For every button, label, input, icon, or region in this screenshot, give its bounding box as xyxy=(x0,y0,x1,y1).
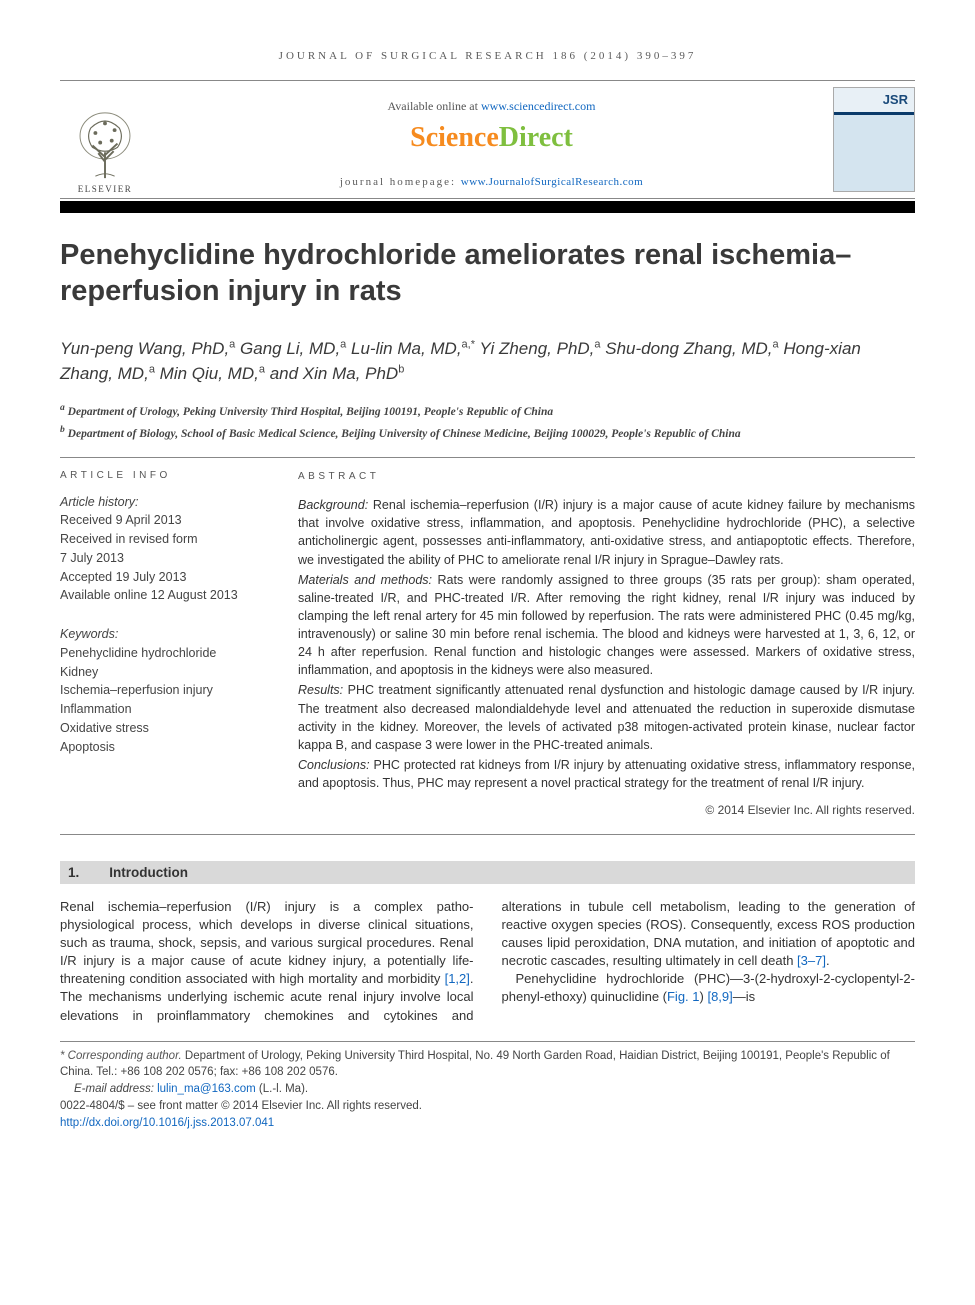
intro-p2-b: . xyxy=(826,953,830,968)
header-band: ELSEVIER Available online at www.science… xyxy=(60,80,915,199)
elsevier-tree-icon xyxy=(70,107,140,182)
sd-direct-word: Direct xyxy=(499,122,573,154)
corr-text: Department of Urology, Peking University… xyxy=(60,1050,890,1078)
keyword-item: Kidney xyxy=(60,663,260,682)
background-text: Renal ischemia–reperfusion (I/R) injury … xyxy=(298,498,915,566)
rule-above-abstract xyxy=(60,457,915,458)
keywords-block: Keywords: Penehyclidine hydrochlorideKid… xyxy=(60,625,260,756)
section-1-heading: 1. Introduction xyxy=(60,861,915,884)
affiliation: a Department of Urology, Peking Universi… xyxy=(60,401,915,421)
corr-label: * Corresponding author. xyxy=(60,1050,182,1062)
article-history-block: Article history: Received 9 April 2013Re… xyxy=(60,493,260,606)
abstract-conclusions: Conclusions: PHC protected rat kidneys f… xyxy=(298,756,915,792)
abstract-heading: ABSTRACT xyxy=(298,470,915,485)
corresponding-author: * Corresponding author. Department of Ur… xyxy=(60,1048,915,1080)
sd-science-word: Science xyxy=(410,122,499,154)
journal-cover-thumb: JSR xyxy=(833,87,915,192)
elsevier-wordmark: ELSEVIER xyxy=(78,184,133,194)
available-prefix: Available online at xyxy=(388,99,481,113)
results-label: Results: xyxy=(298,683,343,697)
intro-p3-c: —is xyxy=(733,989,755,1004)
ref-link-1-2[interactable]: [1,2] xyxy=(445,971,470,986)
article-info-column: ARTICLE INFO Article history: Received 9… xyxy=(60,470,260,820)
copyright-line: © 2014 Elsevier Inc. All rights reserved… xyxy=(298,802,915,819)
intro-paragraph-2: Penehyclidine hydrochloride (PHC)—3-(2-h… xyxy=(502,970,916,1006)
homepage-prefix: journal homepage: xyxy=(340,176,461,188)
article-title: Penehyclidine hydrochloride ameliorates … xyxy=(60,237,915,310)
history-line: 7 July 2013 xyxy=(60,549,260,568)
header-center: Available online at www.sciencedirect.co… xyxy=(150,81,833,198)
abstract-methods: Materials and methods: Rats were randoml… xyxy=(298,571,915,680)
history-line: Accepted 19 July 2013 xyxy=(60,568,260,587)
black-divider-bar xyxy=(60,201,915,213)
running-head: JOURNAL OF SURGICAL RESEARCH 186 (2014) … xyxy=(60,50,915,62)
email-link[interactable]: lulin_ma@163.com xyxy=(157,1083,256,1095)
affiliation: b Department of Biology, School of Basic… xyxy=(60,423,915,443)
abstract-column: ABSTRACT Background: Renal ischemia–repe… xyxy=(298,470,915,820)
rule-below-abstract xyxy=(60,834,915,835)
results-text: PHC treatment significantly attenuated r… xyxy=(298,683,915,751)
history-line: Received 9 April 2013 xyxy=(60,511,260,530)
doi-link[interactable]: http://dx.doi.org/10.1016/j.jss.2013.07.… xyxy=(60,1117,274,1129)
abstract-background: Background: Renal ischemia–reperfusion (… xyxy=(298,496,915,569)
fig-link-1[interactable]: Fig. 1 xyxy=(667,989,700,1004)
issn-line: 0022-4804/$ – see front matter © 2014 El… xyxy=(60,1098,915,1114)
cover-acronym: JSR xyxy=(883,92,908,107)
abstract-results: Results: PHC treatment significantly att… xyxy=(298,681,915,754)
intro-p1-a: Renal ischemia–reperfusion (I/R) injury … xyxy=(60,899,474,987)
keyword-item: Oxidative stress xyxy=(60,719,260,738)
keyword-item: Apoptosis xyxy=(60,738,260,757)
keyword-item: Ischemia–reperfusion injury xyxy=(60,681,260,700)
history-line: Received in revised form xyxy=(60,530,260,549)
background-label: Background: xyxy=(298,498,368,512)
section-1-title: Introduction xyxy=(109,865,188,880)
homepage-line: journal homepage: www.JournalofSurgicalR… xyxy=(160,176,823,188)
keyword-item: Inflammation xyxy=(60,700,260,719)
section-1-number: 1. xyxy=(68,865,79,880)
available-online-line: Available online at www.sciencedirect.co… xyxy=(160,99,823,114)
keywords-label: Keywords: xyxy=(60,625,260,644)
email-label: E-mail address: xyxy=(74,1083,157,1095)
sciencedirect-url[interactable]: www.sciencedirect.com xyxy=(481,99,596,113)
keyword-item: Penehyclidine hydrochloride xyxy=(60,644,260,663)
doi-line: http://dx.doi.org/10.1016/j.jss.2013.07.… xyxy=(60,1115,915,1131)
conclusions-label: Conclusions: xyxy=(298,758,370,772)
ref-link-3-7[interactable]: [3–7] xyxy=(797,953,826,968)
ref-link-8-9[interactable]: [8,9] xyxy=(707,989,732,1004)
conclusions-text: PHC protected rat kidneys from I/R injur… xyxy=(298,758,915,790)
email-line: E-mail address: lulin_ma@163.com (L.-l. … xyxy=(60,1081,915,1097)
article-history-label: Article history: xyxy=(60,493,260,512)
methods-label: Materials and methods: xyxy=(298,573,432,587)
elsevier-logo: ELSEVIER xyxy=(60,83,150,198)
footnotes-block: * Corresponding author. Department of Ur… xyxy=(60,1041,915,1131)
introduction-body: Renal ischemia–reperfusion (I/R) injury … xyxy=(60,898,915,1025)
email-suffix: (L.-l. Ma). xyxy=(256,1083,308,1095)
journal-homepage-url[interactable]: www.JournalofSurgicalResearch.com xyxy=(461,176,643,188)
article-info-heading: ARTICLE INFO xyxy=(60,470,260,481)
author-list: Yun-peng Wang, PhD,a Gang Li, MD,a Lu-li… xyxy=(60,336,915,387)
history-line: Available online 12 August 2013 xyxy=(60,586,260,605)
methods-text: Rats were randomly assigned to three gro… xyxy=(298,573,915,678)
sciencedirect-logo: ScienceDirect xyxy=(410,122,573,154)
